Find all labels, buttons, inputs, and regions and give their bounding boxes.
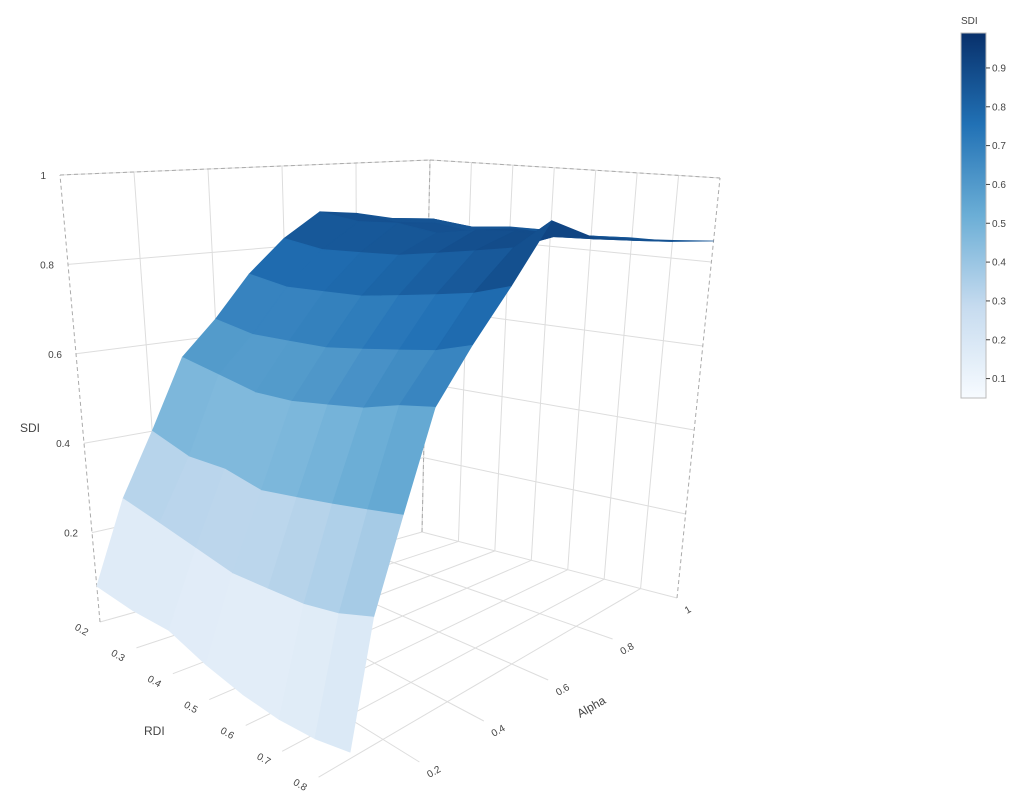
wall-gridline xyxy=(640,175,680,589)
z-tick-label: 0.4 xyxy=(56,439,70,450)
colorbar-tick-label: 0.4 xyxy=(992,258,1006,269)
surface-patch xyxy=(314,613,375,753)
x-tick-label: 0.2 xyxy=(72,622,90,639)
y-tick-label: 0.8 xyxy=(619,641,637,658)
wall-gridline xyxy=(429,159,721,179)
y-tick-label: 0.6 xyxy=(554,682,572,699)
box-edge xyxy=(59,159,431,176)
wall-gridline xyxy=(423,457,686,515)
colorbar-tick-label: 0.1 xyxy=(992,374,1006,385)
wall-gridline xyxy=(603,172,638,580)
y-tick-label: 0.2 xyxy=(425,764,443,781)
floor-gridline xyxy=(421,531,678,599)
colorbar-tick-label: 0.5 xyxy=(992,219,1006,230)
colorbar-tick-label: 0.8 xyxy=(992,102,1006,113)
y-tick-label: 0.4 xyxy=(490,723,508,740)
surface xyxy=(96,211,714,753)
floor-gridline xyxy=(318,588,641,778)
x-tick-label: 0.7 xyxy=(255,751,273,768)
x-tick-label: 0.6 xyxy=(218,726,236,743)
wall-gridline xyxy=(494,165,514,551)
floor-gridline xyxy=(357,549,613,640)
colorbar-tick-label: 0.7 xyxy=(992,141,1006,152)
x-axis-title: RDI xyxy=(144,724,165,738)
y-tick-label: 1 xyxy=(683,604,694,617)
z-tick-label: 0.2 xyxy=(64,529,78,540)
x-tick-label: 0.5 xyxy=(182,700,200,717)
colorbar-tick-label: 0.2 xyxy=(992,335,1006,346)
box-edge xyxy=(676,177,721,599)
colorbar-title: SDI xyxy=(961,16,978,27)
wall-gridline xyxy=(425,382,695,431)
x-tick-label: 0.3 xyxy=(109,648,127,665)
colorbar-scale xyxy=(960,32,987,399)
colorbar: SDI 0.1 0.2 0.3 0.4 0.5 0.6 0.7 0.8 0.9 xyxy=(960,16,1006,399)
x-tick-label: 0.8 xyxy=(291,777,309,794)
z-tick-label: 0.6 xyxy=(48,350,62,361)
y-axis-title: Alpha xyxy=(575,693,609,721)
z-axis-title: SDI xyxy=(20,421,40,435)
z-tick-label: 1 xyxy=(40,171,46,182)
z-tick-label: 0.8 xyxy=(40,260,54,271)
colorbar-tick-label: 0.6 xyxy=(992,180,1006,191)
colorbar-tick-label: 0.3 xyxy=(992,296,1006,307)
box-edge xyxy=(59,174,101,623)
x-tick-label: 0.4 xyxy=(145,674,163,691)
colorbar-tick-label: 0.9 xyxy=(992,63,1006,74)
